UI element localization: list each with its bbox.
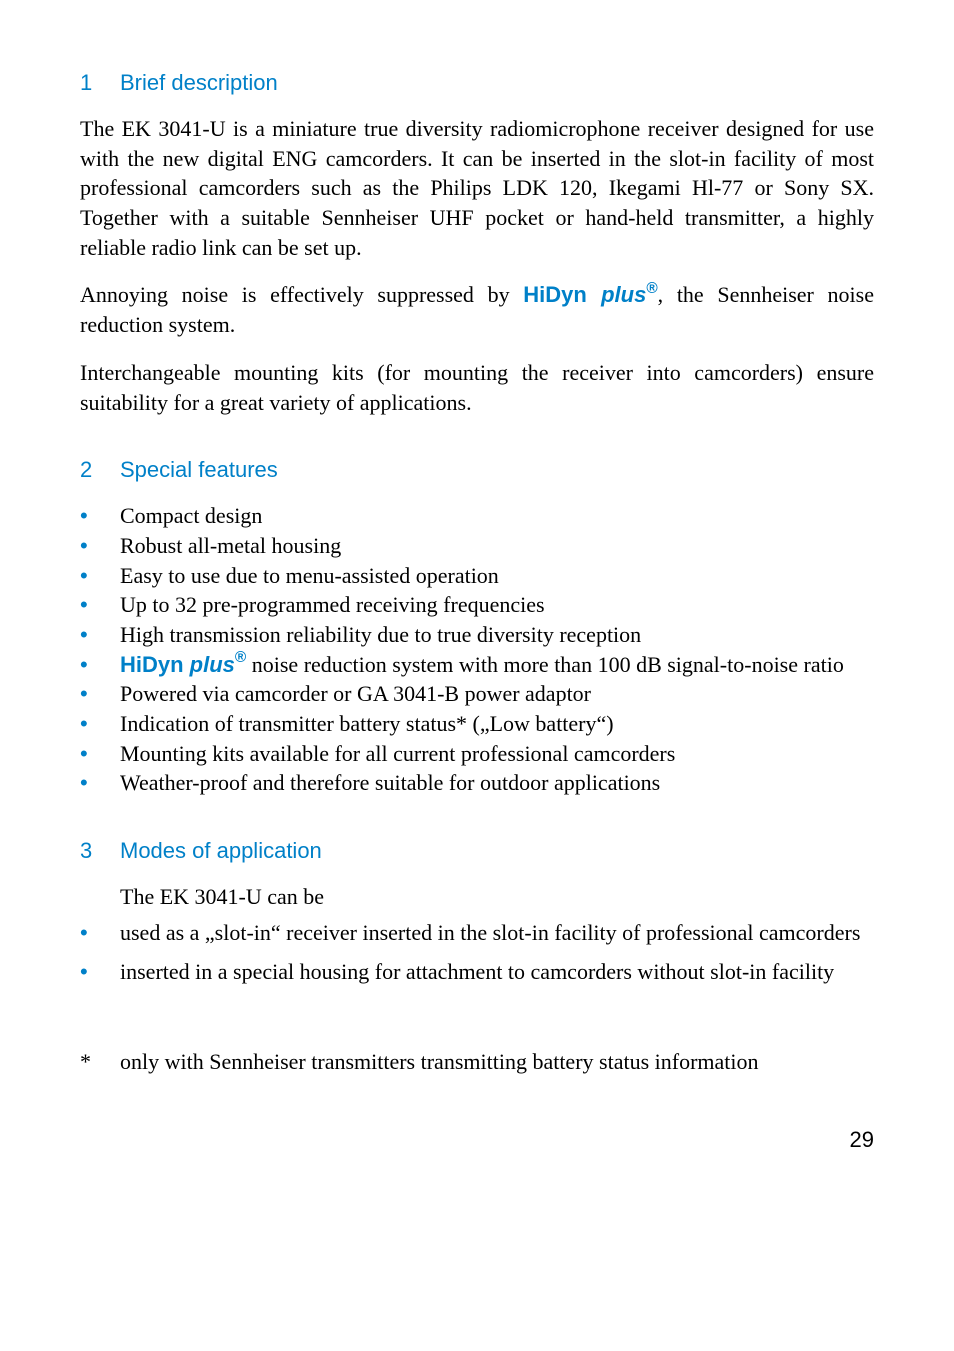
bullet-icon: • <box>80 739 120 769</box>
section-number: 3 <box>80 838 120 864</box>
footnote: * only with Sennheiser transmitters tran… <box>80 1047 874 1077</box>
list-item: •Up to 32 pre-programmed receiving frequ… <box>80 590 874 620</box>
features-list: •Compact design •Robust all-metal housin… <box>80 501 874 798</box>
list-item: •Powered via camcorder or GA 3041-B powe… <box>80 679 874 709</box>
modes-list: •used as a „slot-in“ receiver inserted i… <box>80 918 874 987</box>
paragraph-intro: The EK 3041-U is a miniature true divers… <box>80 114 874 262</box>
hidyn-plus-brand: HiDyn plus® <box>120 652 246 677</box>
bullet-icon: • <box>80 561 120 591</box>
bullet-icon: • <box>80 650 120 680</box>
list-item: •Indication of transmitter battery statu… <box>80 709 874 739</box>
section-title: Modes of application <box>120 838 322 864</box>
bullet-icon: • <box>80 590 120 620</box>
footnote-marker: * <box>80 1047 120 1077</box>
list-item: •Mounting kits available for all current… <box>80 739 874 769</box>
hidyn-plus-brand: HiDyn plus® <box>523 282 657 307</box>
section-title: Special features <box>120 457 278 483</box>
bullet-icon: • <box>80 531 120 561</box>
list-item: •High transmission reliability due to tr… <box>80 620 874 650</box>
bullet-icon: • <box>80 620 120 650</box>
heading-modes-of-application: 3 Modes of application <box>80 838 874 864</box>
bullet-icon: • <box>80 709 120 739</box>
paragraph-mounting-kits: Interchangeable mounting kits (for mount… <box>80 358 874 417</box>
heading-special-features: 2 Special features <box>80 457 874 483</box>
section-number: 2 <box>80 457 120 483</box>
section-title: Brief description <box>120 70 278 96</box>
list-item: •Compact design <box>80 501 874 531</box>
page-number: 29 <box>80 1127 874 1153</box>
list-item: •Robust all-metal housing <box>80 531 874 561</box>
modes-lead-text: The EK 3041-U can be <box>120 882 874 912</box>
list-item: •Easy to use due to menu-assisted operat… <box>80 561 874 591</box>
heading-brief-description: 1 Brief description <box>80 70 874 96</box>
bullet-icon: • <box>80 679 120 709</box>
section-number: 1 <box>80 70 120 96</box>
paragraph-noise-suppression: Annoying noise is effectively suppressed… <box>80 280 874 339</box>
list-item: •Weather-proof and therefore suitable fo… <box>80 768 874 798</box>
bullet-icon: • <box>80 918 120 948</box>
list-item: •HiDyn plus® noise reduction system with… <box>80 650 874 680</box>
bullet-icon: • <box>80 501 120 531</box>
list-item: •inserted in a special housing for attac… <box>80 957 874 987</box>
bullet-icon: • <box>80 768 120 798</box>
bullet-icon: • <box>80 957 120 987</box>
list-item: •used as a „slot-in“ receiver inserted i… <box>80 918 874 948</box>
footnote-text: only with Sennheiser transmitters transm… <box>120 1047 874 1077</box>
